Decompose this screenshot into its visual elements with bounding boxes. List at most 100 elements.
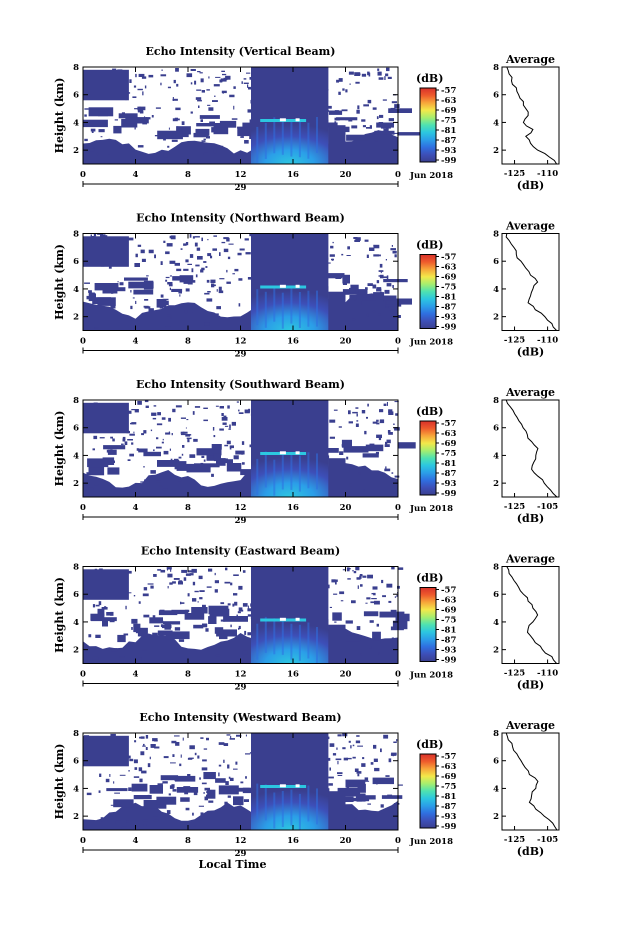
core-streak: [264, 451, 267, 488]
bright-band-gap: [279, 784, 286, 788]
date-label: 29: [235, 183, 247, 193]
echo-cell: [99, 437, 105, 439]
echo-cell: [84, 108, 89, 110]
echo-cell: [372, 421, 378, 424]
echo-cell: [229, 94, 235, 98]
echo-cell: [380, 748, 382, 753]
echo-cell: [386, 583, 393, 588]
echo-cell: [228, 243, 234, 245]
echo-cell: [332, 241, 334, 244]
profile-y-tick-label: 4: [493, 618, 499, 628]
echo-cell: [221, 417, 228, 421]
echo-cell: [354, 239, 360, 242]
echo-cell: [356, 626, 361, 630]
profile-y-tick-label: 4: [493, 784, 499, 794]
echo-patch: [176, 787, 199, 793]
echo-cell: [145, 735, 149, 739]
echo-cell: [384, 76, 386, 80]
echo-cell: [187, 593, 190, 597]
echo-cell: [198, 575, 203, 580]
date-label: 29: [235, 683, 247, 693]
echo-patch: [157, 460, 180, 467]
echo-cell: [189, 573, 194, 576]
echo-cell: [198, 805, 204, 807]
echo-cell: [387, 794, 393, 796]
echo-cell: [133, 759, 138, 764]
echo-patch: [174, 775, 196, 782]
echo-patch: [203, 772, 216, 780]
echo-cell: [332, 753, 337, 756]
core-streak: [290, 789, 293, 826]
echo-cell: [167, 568, 168, 571]
profile-y-tick-label: 8: [493, 729, 499, 739]
echo-patch: [343, 126, 350, 133]
echo-cell: [178, 290, 182, 294]
echo-cell: [187, 758, 193, 760]
echo-cell: [394, 596, 397, 598]
echo-cell: [156, 480, 162, 483]
echo-cell: [219, 406, 224, 409]
echo-cell: [207, 253, 212, 257]
panel-title: Echo Intensity (Eastward Beam): [141, 545, 340, 558]
echo-cell: [186, 437, 192, 440]
echo-cell: [204, 787, 210, 791]
echo-cell: [145, 405, 149, 408]
x-tick-label: 8: [185, 170, 191, 180]
echo-cell: [218, 286, 222, 291]
echo-patch: [337, 787, 360, 797]
echo-patch: [160, 775, 179, 781]
echo-cell: [392, 137, 398, 140]
echo-cell: [347, 568, 351, 570]
echo-cell: [333, 593, 338, 595]
month-label: Jun 2018: [409, 837, 453, 847]
echo-cell: [205, 628, 209, 632]
echo-cell: [396, 594, 399, 597]
echo-cell: [142, 745, 146, 747]
echo-cell: [204, 292, 210, 295]
x-tick-label: 20: [340, 836, 352, 846]
echo-patch: [143, 280, 154, 290]
echo-cell: [183, 281, 190, 284]
echo-cell: [148, 74, 154, 78]
echo-cell: [384, 444, 390, 447]
y-tick-label: 4: [73, 618, 79, 628]
echo-cell: [367, 99, 372, 104]
echo-cell: [129, 433, 135, 436]
echo-cell: [364, 155, 370, 157]
x-tick-label: 12: [235, 503, 247, 513]
echo-cell: [143, 587, 148, 591]
profile-title: Average: [505, 553, 555, 566]
echo-cell: [338, 91, 341, 95]
echo-cell: [162, 781, 168, 784]
echo-cell: [382, 595, 386, 598]
x-tick-label: 16: [287, 503, 299, 513]
echo-cell: [151, 412, 157, 416]
echo-cell: [348, 740, 351, 743]
panel-4: Echo Intensity (Eastward Beam) 2 4 6 8 Height…: [53, 545, 560, 693]
echo-cell: [370, 601, 376, 604]
echo-cell: [94, 483, 99, 486]
core-streak: [273, 459, 276, 496]
core-streak: [281, 118, 284, 155]
echo-cell: [131, 627, 133, 630]
echo-cell: [142, 593, 149, 597]
echo-cell: [212, 100, 218, 102]
echo-cell: [169, 287, 171, 291]
echo-cell: [369, 247, 375, 251]
echo-cell: [352, 570, 354, 572]
echo-cell: [354, 161, 357, 164]
echo-cell: [92, 448, 95, 451]
echo-cell: [225, 781, 229, 785]
echo-cell: [384, 468, 391, 472]
echo-cell: [91, 130, 94, 133]
echo-cell: [385, 775, 390, 777]
echo-cell: [216, 289, 218, 292]
echo-cell: [186, 419, 189, 421]
echo-cell: [178, 479, 182, 482]
echo-cell: [131, 409, 136, 411]
y-tick-label: 2: [73, 146, 79, 156]
convective-core: [251, 286, 329, 331]
echo-cell: [385, 466, 387, 469]
echo-cell: [130, 305, 133, 310]
echo-patch: [156, 796, 177, 805]
